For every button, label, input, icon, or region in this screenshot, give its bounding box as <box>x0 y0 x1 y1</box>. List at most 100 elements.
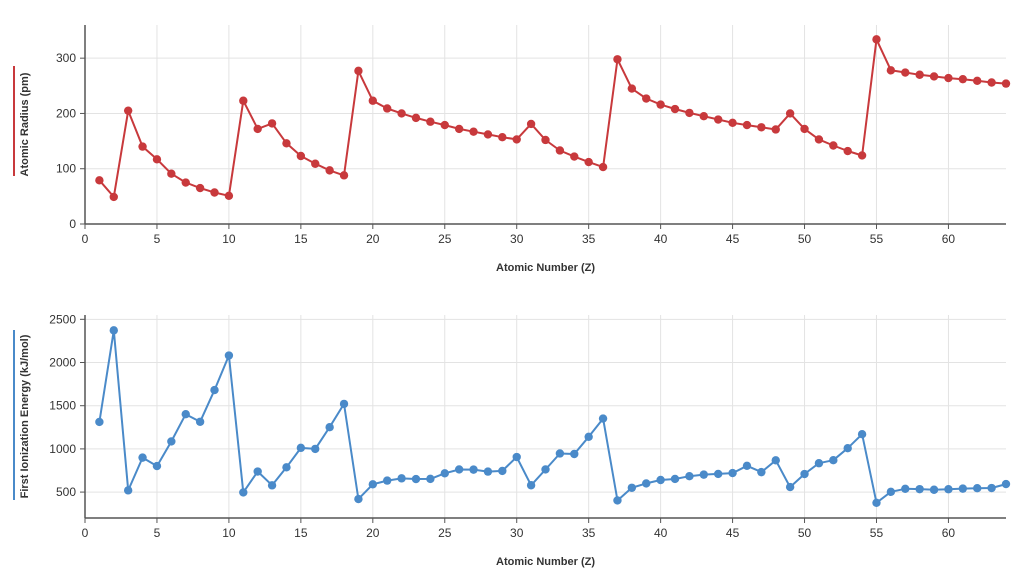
chart-1-data-point <box>627 84 637 93</box>
chart-1-data-point <box>325 166 334 175</box>
chart-1-data-point <box>210 188 219 197</box>
chart-1-y-tick-label: 200 <box>56 106 76 120</box>
chart-1-data-point <box>483 130 493 139</box>
chart-2-data-point <box>181 409 190 419</box>
chart-1-data-point <box>584 157 593 167</box>
chart-1-data-point <box>95 176 104 185</box>
chart-2-data-point <box>267 481 277 490</box>
chart-2-data-point <box>483 467 493 476</box>
chart-2-data-point <box>598 414 608 423</box>
chart-2-data-point <box>814 459 824 468</box>
chart-1-data-point <box>541 135 550 145</box>
chart-1-data-point <box>670 104 680 114</box>
chart-2-x-tick-label: 0 <box>82 526 89 540</box>
chart-1-data-point <box>440 120 449 130</box>
chart-1-data-point <box>152 155 162 164</box>
chart-2-data-point <box>526 481 536 490</box>
chart-1-data-point <box>570 152 579 161</box>
chart-1-x-tick-label: 60 <box>942 232 956 246</box>
chart-2-data-point <box>541 465 550 474</box>
chart-2-y-tick-label: 1000 <box>49 442 76 456</box>
chart-2-data-point <box>397 474 406 483</box>
chart-1-data-point <box>195 183 205 193</box>
chart-2-data-point <box>152 461 162 471</box>
chart-1-data-point <box>339 171 349 180</box>
chart-2-data-point <box>886 487 896 497</box>
chart-2-y-tick-label: 2000 <box>49 356 76 370</box>
chart-2-x-tick-label: 55 <box>870 526 884 540</box>
chart-2-y-axis-title: First Ionization Energy (kJ/mol) <box>19 334 31 498</box>
chart-1-x-tick-label: 45 <box>726 232 740 246</box>
chart-2-x-tick-label: 45 <box>726 526 740 540</box>
chart-2-data-point <box>785 482 795 492</box>
chart-1-data-point <box>109 192 118 202</box>
chart-2-data-point <box>872 498 881 507</box>
chart-1-data-point <box>498 133 507 142</box>
chart-1-data-point <box>843 146 852 156</box>
chart-1-data-point <box>1001 79 1011 88</box>
chart-2-data-point <box>570 449 579 459</box>
chart-1-data-point <box>354 66 363 76</box>
chart-1-data-point <box>426 117 435 126</box>
chart-2-x-tick-label: 50 <box>798 526 812 540</box>
chart-2-data-point <box>973 483 982 493</box>
chart-2-y-tick-label: 500 <box>56 485 76 499</box>
chart-1-data-point <box>814 135 824 144</box>
chart-1-data-point <box>742 120 752 130</box>
chart-1-data-point <box>785 109 795 118</box>
chart-1-data-point <box>555 146 565 155</box>
chart-2-y-tick-label: 1500 <box>49 399 76 413</box>
chart-1-data-point <box>138 142 147 151</box>
chart-2-data-point <box>901 484 910 494</box>
chart-2-x-tick-label: 25 <box>438 526 452 540</box>
chart-2-data-point <box>584 432 593 441</box>
chart-2-data-point <box>123 486 133 495</box>
chart-1-x-tick-label: 5 <box>154 232 161 246</box>
chart-2-data-point <box>109 326 118 335</box>
chart-2-data-point <box>944 485 953 494</box>
chart-1-y-tick-label: 100 <box>56 162 76 176</box>
chart-1-y-axis-title: Atomic Radius (pm) <box>19 72 31 176</box>
chart-1-data-point <box>685 108 694 118</box>
chart-2-x-tick-label: 60 <box>942 526 956 540</box>
chart-1-x-tick-label: 30 <box>510 232 524 246</box>
chart-2-data-point <box>325 423 334 432</box>
chart-1-data-point <box>469 127 478 136</box>
chart-1-data-point <box>311 159 320 168</box>
chart-2-data-point <box>239 488 248 497</box>
chart-1-data-point <box>973 76 982 86</box>
chart-1-data-point <box>728 118 737 128</box>
chart-2-y-tick-label: 2500 <box>49 312 76 326</box>
chart-2-data-point <box>167 437 176 446</box>
chart-2-data-point <box>224 351 234 360</box>
chart-1-data-point <box>829 141 838 150</box>
chart-2-x-tick-label: 35 <box>582 526 596 540</box>
chart-1-x-tick-label: 35 <box>582 232 596 246</box>
chart-2-x-tick-label: 10 <box>222 526 236 540</box>
chart-2-data-point <box>411 474 421 484</box>
chart-2-data-point <box>757 467 766 477</box>
chart-1-x-tick-label: 55 <box>870 232 884 246</box>
chart-2-x-tick-label: 5 <box>154 526 161 540</box>
chart-1-data-point <box>713 115 723 124</box>
chart-1-x-tick-label: 0 <box>82 232 89 246</box>
chart-1-data-point <box>699 112 708 121</box>
chart-2-x-tick-label: 40 <box>654 526 668 540</box>
chart-2-x-axis-title: Atomic Number (Z) <box>496 556 595 568</box>
chart-1-data-point <box>512 135 521 144</box>
chart-1-data-point <box>224 191 234 201</box>
chart-2-x-tick-label: 30 <box>510 526 524 540</box>
chart-2-data-point <box>512 452 521 462</box>
chart-1-data-point <box>872 35 881 44</box>
chart-2-x-tick-label: 20 <box>366 526 380 540</box>
chart-1-data-point <box>368 96 378 105</box>
chart-1-data-point <box>987 78 996 87</box>
chart-2-data-point <box>857 430 867 439</box>
chart-2-data-point <box>454 465 464 474</box>
chart-2-data-point <box>843 444 852 453</box>
chart-2-data-point <box>829 456 838 465</box>
chart-2-data-point <box>469 465 478 474</box>
chart-1-data-point <box>454 124 464 134</box>
chart-1-data-point <box>598 162 608 172</box>
